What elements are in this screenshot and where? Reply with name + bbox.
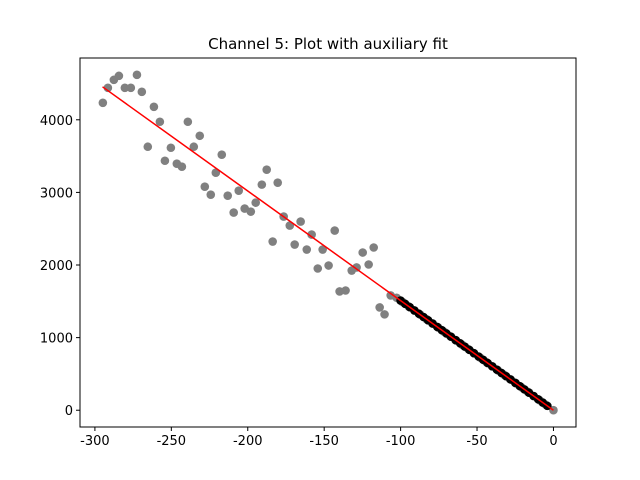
point — [380, 310, 389, 319]
point — [251, 198, 261, 207]
point — [114, 71, 124, 81]
x-tick-label: -300 — [80, 434, 110, 449]
point — [155, 117, 165, 127]
point — [132, 70, 142, 80]
point — [217, 150, 227, 160]
point — [369, 243, 379, 252]
point — [189, 142, 199, 152]
point — [149, 102, 159, 112]
axes-frame — [79, 57, 577, 428]
point — [195, 131, 205, 141]
point — [177, 162, 187, 171]
point — [137, 87, 147, 97]
point — [296, 217, 305, 226]
point — [223, 191, 233, 200]
chart-title: Channel 5: Plot with auxiliary fit — [208, 35, 448, 53]
point — [206, 190, 216, 199]
point — [98, 98, 108, 108]
point — [166, 143, 176, 153]
point — [358, 248, 367, 257]
point — [183, 117, 193, 127]
point — [330, 226, 340, 235]
point — [341, 286, 350, 295]
point — [290, 240, 299, 249]
point — [268, 237, 277, 246]
point — [307, 230, 316, 239]
point — [120, 83, 130, 93]
point — [364, 260, 373, 269]
point — [126, 83, 136, 93]
x-tick-label: -250 — [157, 434, 187, 449]
y-tick-label: 0 — [65, 404, 73, 419]
x-tick-label: -50 — [466, 434, 487, 449]
y-tick-label: 2000 — [40, 259, 73, 274]
point — [302, 245, 312, 254]
point — [229, 208, 238, 217]
point — [273, 178, 283, 187]
y-tick-label: 3000 — [40, 186, 73, 201]
point — [324, 261, 333, 270]
point — [375, 303, 384, 312]
y-tick-label: 1000 — [40, 332, 73, 347]
point — [143, 142, 153, 152]
x-tick-label: -200 — [233, 434, 263, 449]
plot-area — [98, 70, 558, 415]
point — [262, 165, 272, 174]
point — [200, 182, 210, 191]
fit-line — [102, 86, 554, 411]
x-tick-label: 0 — [549, 434, 557, 449]
point — [257, 180, 267, 189]
point — [352, 263, 361, 272]
y-tick-label: 4000 — [40, 114, 73, 129]
point — [246, 207, 256, 216]
x-tick-label: -100 — [386, 434, 416, 449]
point — [211, 168, 221, 178]
point — [160, 156, 170, 166]
point — [318, 245, 327, 254]
point — [313, 264, 323, 273]
x-tick-label: -150 — [309, 434, 339, 449]
point — [234, 186, 244, 195]
